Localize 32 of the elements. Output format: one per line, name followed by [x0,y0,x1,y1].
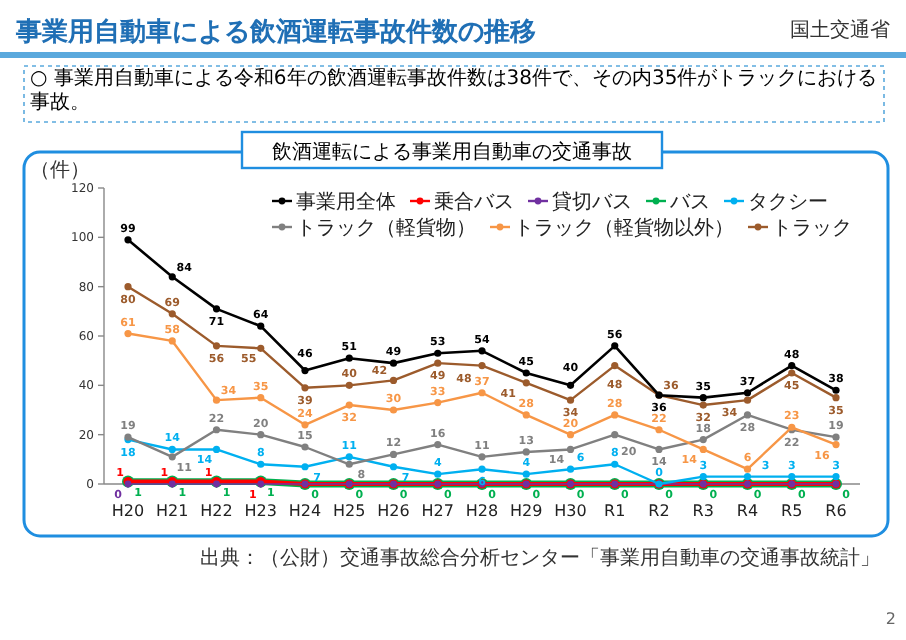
text: 飲酒運転による事業用自動車の交通事故 [272,140,632,164]
legend-label: 乗合バス [434,190,514,214]
x-tick-label: H25 [333,502,366,520]
x-tick-label: R3 [692,502,714,520]
chart-subtitle: ○ 事業用自動車による令和6年の飲酒運転事故件数は38件で、その内35件がトラックにおける事故。 [30,68,878,116]
chart-title: 事業用自動車による飲酒運転事故件数の推移 [14,16,536,48]
legend-label: トラック（軽貨物） [296,216,476,240]
legend-label: トラック [772,218,852,240]
text: 2 [885,610,896,628]
x-tick-label: H22 [200,502,233,520]
x-tick-label: R6 [825,502,847,520]
x-tick-label: H21 [156,502,189,520]
x-tick-label: H30 [554,502,587,520]
source-note: 出典：（公財）交通事故総合分析センター「事業用自動車の交通事故統計」 [200,546,880,570]
x-tick-label: H28 [465,502,499,520]
legend-label: 事業用全体 [296,190,396,214]
x-tick-label: H23 [244,502,277,520]
legend-label: タクシー [748,192,828,214]
x-tick-label: R5 [781,502,803,520]
legend-label: 貸切バス [552,190,632,214]
x-tick-label: H29 [510,502,543,520]
x-tick-label: R4 [736,502,759,520]
legend-label: トラック（軽貨物以外） [514,216,734,240]
x-tick-label: R2 [648,502,670,520]
x-tick-label: H26 [377,502,410,520]
x-tick-label: R1 [604,502,626,520]
x-tick-label: H27 [421,502,454,520]
x-tick-label: H20 [111,502,145,520]
x-tick-label: H24 [288,502,322,520]
text: 国土交通省 [790,18,890,42]
y-axis-title: （件） [30,160,90,182]
legend-label: バス [668,192,710,214]
